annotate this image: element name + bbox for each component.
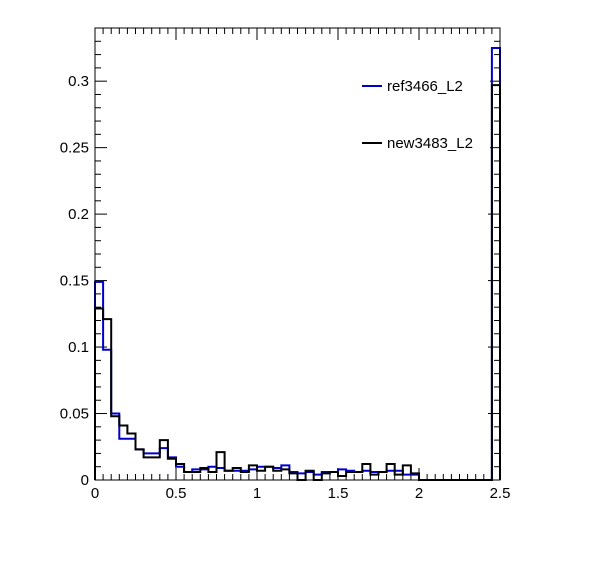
x-tick-label: 0.5: [166, 485, 187, 502]
legend-label: new3483_L2: [387, 135, 473, 152]
legend-label: ref3466_L2: [387, 78, 463, 95]
y-tick-label: 0.2: [68, 206, 89, 223]
plot-frame: [94, 27, 501, 481]
x-tick-label: 0: [91, 485, 99, 502]
y-tick-label: 0.1: [68, 339, 89, 356]
x-tick-label: 1.5: [328, 485, 349, 502]
legend: ref3466_L2 new3483_L2: [358, 58, 490, 170]
y-tick-label: 0.15: [60, 273, 89, 290]
legend-box: [358, 58, 490, 170]
y-tick-label: 0.25: [60, 140, 89, 157]
y-tick-label: 0.3: [68, 73, 89, 90]
x-tick-label: 1: [253, 485, 261, 502]
histogram-series-ref3466_L2: [94, 46, 501, 481]
y-tick-label: 0.05: [60, 406, 89, 423]
series-group: [94, 46, 501, 481]
x-tick-label: 2: [415, 485, 423, 502]
histogram-series-new3483_L2: [94, 84, 501, 481]
axes: 0 0.5 1 1.5 2 2.5 0 0.05 0.1 0.15 0.2 0.25 0.3: [60, 27, 511, 502]
y-tick-label: 0: [81, 472, 89, 489]
x-tick-label: 2.5: [490, 485, 511, 502]
